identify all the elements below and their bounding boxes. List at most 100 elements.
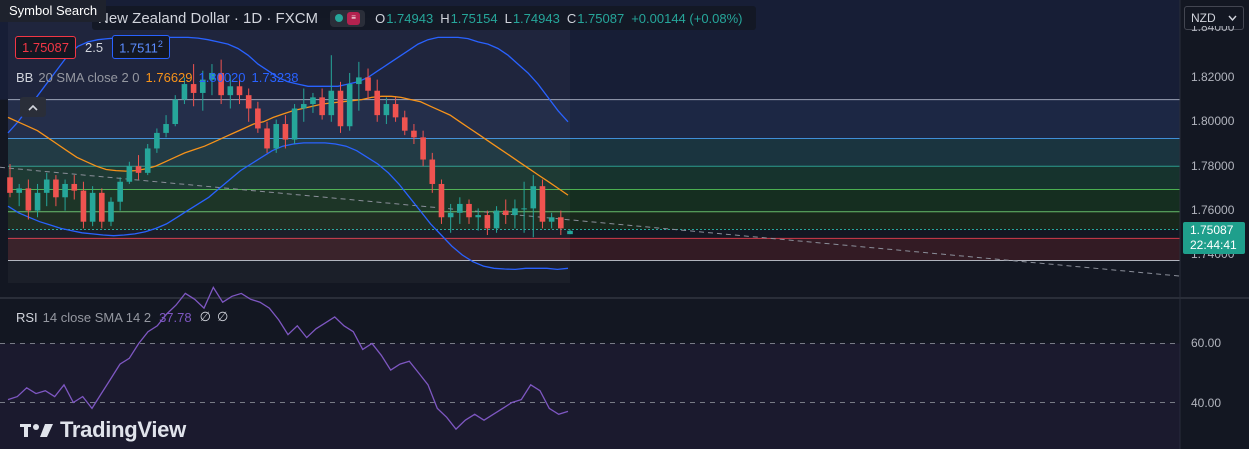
candle-body xyxy=(383,104,390,116)
candle-body xyxy=(548,217,555,222)
rsi-band xyxy=(0,343,1180,449)
candle-body xyxy=(190,84,197,93)
rsi-params: 14 close SMA 14 2 xyxy=(42,309,152,325)
buy-price-pip: 2 xyxy=(157,39,163,49)
close-value: 1.75087 xyxy=(577,10,625,26)
candle-body xyxy=(181,84,188,100)
rsi-label: RSI xyxy=(16,309,38,325)
price-tick: 1.76000 xyxy=(1191,203,1235,217)
rsi-extra-1: ∅ xyxy=(199,309,211,324)
candle-body xyxy=(346,84,353,127)
rsi-legend[interactable]: RSI 14 close SMA 14 2 37.78 ∅ ∅ xyxy=(16,309,228,325)
symbol-title[interactable]: New Zealand Dollar · 1D · FXCM xyxy=(98,9,319,27)
candle-body xyxy=(310,97,316,105)
candle-body xyxy=(264,128,270,149)
candle-body xyxy=(255,108,261,129)
price-zone xyxy=(8,138,1180,167)
currency-value: NZD xyxy=(1191,11,1216,25)
candle-body xyxy=(99,192,105,222)
candle-body xyxy=(502,210,509,216)
candle-body xyxy=(126,166,133,182)
candle-body xyxy=(25,188,32,211)
bb-params: 20 SMA close 2 0 xyxy=(38,70,140,85)
buy-price: 1.7511 xyxy=(119,40,158,56)
high-label: H xyxy=(440,10,450,26)
change-value: +0.00144 (+0.08%) xyxy=(631,10,743,26)
candle-body xyxy=(89,192,96,222)
market-status[interactable]: ≡ xyxy=(330,9,366,27)
candle-body xyxy=(245,95,252,109)
candle-body xyxy=(337,90,344,127)
candle-body xyxy=(163,124,169,133)
candle-body xyxy=(401,117,408,131)
bb-lower-line xyxy=(7,142,569,271)
candle-body xyxy=(16,188,22,193)
candle-body xyxy=(530,186,537,209)
candle-body xyxy=(273,124,280,149)
bb-upper-value: 1.80020 xyxy=(198,70,246,85)
bb-basis-line xyxy=(7,95,569,196)
bar-countdown: 22:44:41 xyxy=(1190,238,1237,252)
candle-body xyxy=(319,97,325,116)
buy-button[interactable]: 1.75112 xyxy=(112,35,170,60)
alert-icon: ≡ xyxy=(347,11,361,25)
chevron-up-icon xyxy=(28,104,38,111)
collapse-legend-button[interactable] xyxy=(20,97,46,117)
candle-body xyxy=(227,86,234,96)
low-label: L xyxy=(504,10,512,26)
tradingview-logo-text: TradingView xyxy=(60,417,186,442)
tradingview-logo[interactable]: TradingView xyxy=(20,417,186,443)
candle-body xyxy=(365,77,371,91)
candle-body xyxy=(558,217,564,229)
symbol-search-button[interactable]: Symbol Search xyxy=(0,0,107,22)
low-value: 1.74943 xyxy=(512,10,560,26)
candle-body xyxy=(328,90,335,116)
candle-body xyxy=(392,104,399,118)
last-price-tag: 1.75087 22:44:41 xyxy=(1183,222,1245,254)
candle-body xyxy=(53,179,59,198)
open-value: 1.74943 xyxy=(386,10,434,26)
currency-select[interactable]: NZD xyxy=(1184,6,1244,30)
symbol-header: New Zealand Dollar · 1D · FXCM ≡ O 1.7494… xyxy=(92,6,756,30)
open-label: O xyxy=(375,10,386,26)
candle-body xyxy=(71,183,78,191)
high-value: 1.75154 xyxy=(450,10,498,26)
candle-body xyxy=(300,104,307,109)
rsi-line xyxy=(7,286,569,431)
candle-body xyxy=(374,90,381,116)
bb-label: BB xyxy=(16,70,34,85)
market-open-icon xyxy=(335,14,344,22)
candle-body xyxy=(43,179,50,193)
candle-body xyxy=(34,192,41,211)
price-tick: 1.82000 xyxy=(1191,70,1235,84)
candle-body xyxy=(420,137,426,160)
candle-body xyxy=(135,166,142,173)
candle-body xyxy=(567,230,573,235)
candle-body xyxy=(209,72,215,80)
candle-body xyxy=(356,77,362,85)
candle-body xyxy=(7,177,13,193)
candle-body xyxy=(80,190,87,222)
bb-upper-line xyxy=(7,36,569,134)
candle-body xyxy=(521,208,527,210)
candle-body xyxy=(539,186,546,222)
price-tick: 1.80000 xyxy=(1191,114,1235,128)
candle-body xyxy=(236,86,243,96)
bb-lower-value: 1.73238 xyxy=(251,70,299,85)
price-zone xyxy=(8,238,1180,261)
price-zone xyxy=(8,166,1180,190)
close-label: C xyxy=(566,10,577,26)
candle-body xyxy=(172,99,179,125)
candle-body xyxy=(108,201,114,222)
sell-button[interactable]: 1.75087 xyxy=(15,35,76,59)
last-price: 1.75087 xyxy=(1190,223,1234,237)
price-tick-top: 1.84000 xyxy=(1191,26,1235,34)
candle-body xyxy=(218,72,224,96)
bb-basis-value: 1.76629 xyxy=(145,70,193,85)
candle-body xyxy=(117,181,123,202)
price-zone xyxy=(8,211,1180,230)
rsi-tick: 40.00 xyxy=(1191,396,1222,410)
bb-legend[interactable]: BB 20 SMA close 2 0 1.76629 1.80020 1.73… xyxy=(16,70,299,85)
